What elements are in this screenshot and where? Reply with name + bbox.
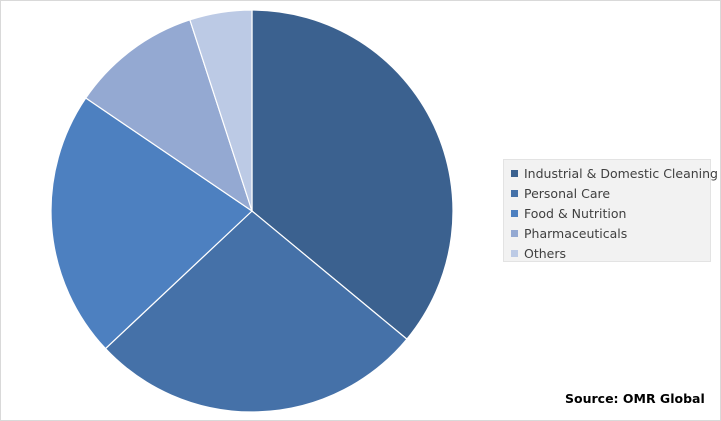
legend-item: Pharmaceuticals bbox=[511, 223, 710, 243]
pie-slice-food-nutrition bbox=[50, 97, 253, 350]
legend-label: Personal Care bbox=[524, 186, 611, 202]
legend-swatch bbox=[511, 209, 518, 217]
legend-label: Food & Nutrition bbox=[524, 205, 627, 221]
legend-item: Others bbox=[511, 243, 710, 263]
legend-swatch bbox=[511, 249, 518, 257]
legend-swatch bbox=[511, 170, 518, 178]
legend-label: Others bbox=[524, 245, 567, 261]
legend-swatch bbox=[511, 190, 518, 198]
legend-item: Personal Care bbox=[511, 184, 710, 204]
legend-item: Food & Nutrition bbox=[511, 204, 710, 224]
legend-item: Industrial & Domestic Cleaning bbox=[511, 164, 718, 184]
pie-slice-industrial-domestic-cleaning bbox=[251, 9, 454, 340]
pie-slice-personal-care bbox=[104, 210, 408, 413]
source-note: Source: OMR Global bbox=[565, 391, 705, 406]
pie-slice-others bbox=[189, 9, 253, 212]
pie-slice-pharmaceuticals bbox=[84, 19, 254, 213]
legend-label: Industrial & Domestic Cleaning bbox=[524, 166, 718, 182]
legend: Industrial & Domestic Cleaning Personal C… bbox=[503, 159, 718, 263]
legend-label: Pharmaceuticals bbox=[524, 225, 628, 241]
legend-swatch bbox=[511, 229, 518, 237]
